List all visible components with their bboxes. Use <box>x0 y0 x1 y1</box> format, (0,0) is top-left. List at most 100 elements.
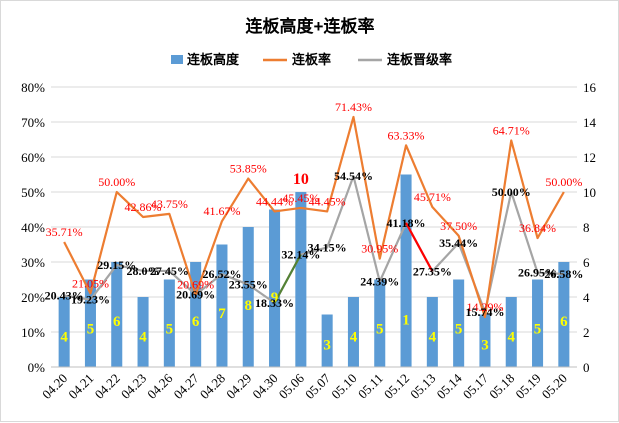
y-right-tick-label: 12 <box>583 150 596 165</box>
x-tick-label: 05.13 <box>407 371 438 402</box>
x-tick-label: 05.11 <box>355 371 386 402</box>
board-rate-data-label: 35.71% <box>46 225 83 239</box>
y-right-tick-label: 6 <box>583 255 590 270</box>
x-tick-label: 04.23 <box>118 371 149 402</box>
legend-label-promo: 连板晋级率 <box>387 52 452 67</box>
y-left-tick-label: 30% <box>21 255 45 270</box>
bar-data-label: 6 <box>113 314 121 330</box>
promotion-rate-data-label: 28.0% <box>127 264 160 278</box>
board-rate-data-label: 71.43% <box>335 100 372 114</box>
promotion-rate-data-label: 27.45% <box>150 264 189 278</box>
bar-data-label: 5 <box>87 322 95 338</box>
y-left-tick-label: 40% <box>21 220 45 235</box>
bar <box>479 314 491 367</box>
bar-data-label: 5 <box>534 322 542 338</box>
bar-data-label: 3 <box>481 337 489 353</box>
bar <box>400 174 412 367</box>
y-right-tick-label: 0 <box>583 360 590 375</box>
bar <box>190 262 202 367</box>
y-left-tick-label: 20% <box>21 290 45 305</box>
y-left-tick-label: 60% <box>21 150 45 165</box>
x-tick-label: 05.06 <box>276 370 308 402</box>
x-tick-label: 04.29 <box>223 371 254 402</box>
x-tick-label: 05.18 <box>486 371 517 402</box>
bar <box>505 297 517 367</box>
x-tick-label: 04.27 <box>170 370 202 402</box>
series-segment-highlight <box>405 222 434 272</box>
bar <box>532 279 544 367</box>
promotion-rate-data-label: 19.23% <box>71 293 110 307</box>
bar-data-label: 9 <box>271 290 279 306</box>
x-tick-label: 05.20 <box>539 371 570 402</box>
bar <box>426 297 438 367</box>
bar <box>269 209 281 367</box>
bar-data-label: 10 <box>293 171 309 188</box>
promotion-rate-data-label: 29.15% <box>97 258 136 272</box>
promotion-rate-data-label: 50.00% <box>492 185 531 199</box>
x-tick-label: 04.21 <box>65 371 96 402</box>
bar <box>321 314 333 367</box>
bar <box>558 262 570 367</box>
y-left-tick-label: 10% <box>21 325 45 340</box>
bar <box>111 262 123 367</box>
bar <box>347 297 359 367</box>
y-left-tick-label: 0% <box>28 360 46 375</box>
chart-title: 连板高度+连板率 <box>246 16 375 36</box>
x-tick-label: 04.30 <box>249 371 280 402</box>
promotion-rate-data-label: 41.18% <box>387 216 426 230</box>
promotion-rate-data-label: 15.74% <box>465 305 504 319</box>
board-rate-data-label: 64.71% <box>493 124 530 138</box>
bar-data-label: 4 <box>60 330 68 346</box>
y-left-tick-label: 50% <box>21 185 45 200</box>
bar <box>453 279 465 367</box>
bar-data-label: 3 <box>323 337 331 353</box>
board-rate-data-label: 53.85% <box>230 162 267 176</box>
promotion-rate-data-label: 26.58% <box>544 267 583 281</box>
bar-data-label: 4 <box>139 330 147 346</box>
board-rate-data-label: 37.50% <box>440 219 477 233</box>
bar-data-label: 4 <box>429 330 437 346</box>
promotion-rate-data-label: 35.44% <box>439 236 478 250</box>
board-rate-data-label: 43.75% <box>151 197 188 211</box>
bar <box>84 279 96 367</box>
board-rate-data-label: 42.86% <box>125 200 162 214</box>
board-rate-data-label: 41.67% <box>203 204 240 218</box>
promotion-rate-data-label: 54.54% <box>334 169 373 183</box>
x-tick-label: 05.10 <box>328 371 359 402</box>
board-rate-data-label: 63.33% <box>388 128 425 142</box>
promotion-rate-data-label: 24.39% <box>360 275 399 289</box>
legend-label-bar: 连板高度 <box>187 52 240 67</box>
legend-label-rate: 连板率 <box>292 52 331 67</box>
promotion-rate-data-label: 34.15% <box>308 240 347 254</box>
y-right-tick-label: 16 <box>583 80 597 95</box>
promotion-rate-data-label: 26.95% <box>518 266 557 280</box>
bar <box>216 244 228 367</box>
x-tick-label: 04.20 <box>39 371 70 402</box>
board-rate-data-label: 45.45% <box>282 191 319 205</box>
bar-data-label: 5 <box>166 322 174 338</box>
board-rate-data-label: 36.84% <box>519 221 556 235</box>
bar <box>58 297 70 367</box>
bar <box>242 227 254 367</box>
board-rate-data-label: 21.05% <box>72 276 109 290</box>
bar-data-label: 5 <box>455 322 463 338</box>
bar-data-label: 8 <box>245 298 253 314</box>
y-left-tick-label: 80% <box>21 80 45 95</box>
y-right-tick-label: 10 <box>583 185 596 200</box>
promotion-rate-data-label: 23.55% <box>229 278 268 292</box>
bar <box>137 297 149 367</box>
bar <box>295 192 307 367</box>
bar-data-label: 6 <box>560 314 568 330</box>
promotion-rate-data-label: 18.33% <box>255 296 294 310</box>
promotion-rate-data-label: 32.14% <box>281 248 320 262</box>
board-rate-data-label: 50.00% <box>98 175 135 189</box>
series-line-board-rate <box>63 115 565 319</box>
bar <box>374 279 386 367</box>
board-rate-data-label: 20.69% <box>177 278 214 292</box>
legend-swatch-bar <box>171 55 183 64</box>
series-segment-highlight <box>273 253 302 304</box>
board-rate-data-label: 45.71% <box>414 190 451 204</box>
bar-data-label: 6 <box>192 314 200 330</box>
